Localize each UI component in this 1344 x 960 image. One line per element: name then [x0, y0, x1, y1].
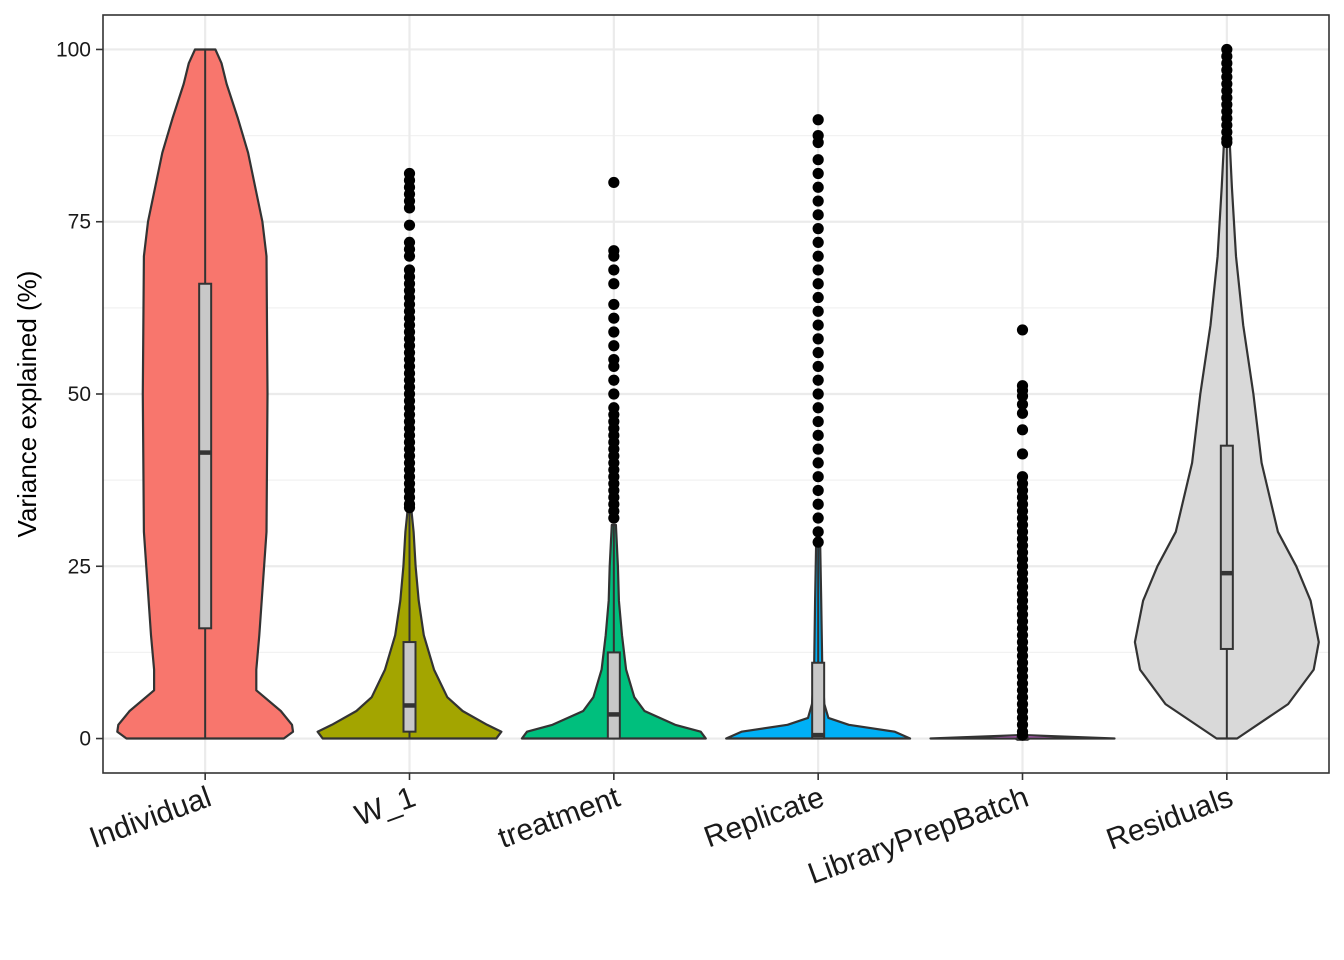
outlier-point [812, 388, 824, 400]
outlier-point [1016, 424, 1029, 436]
outlier-point [812, 484, 824, 497]
outlier-point [812, 264, 824, 276]
outlier-point [1016, 324, 1029, 336]
y-tick-label: 75 [68, 211, 91, 234]
outlier-point [812, 223, 824, 235]
outlier-point [812, 498, 824, 510]
outlier-point [812, 154, 824, 166]
outlier-point [608, 326, 620, 338]
outlier-point [812, 278, 824, 290]
outlier-point [812, 360, 824, 373]
outlier-point [608, 176, 620, 189]
outlier-point [812, 374, 824, 386]
outlier-point [812, 526, 824, 538]
outlier-point [812, 457, 824, 469]
outlier-point [1016, 407, 1029, 419]
outlier-point [812, 471, 824, 483]
outlier-point [812, 129, 824, 142]
outlier-point [403, 264, 416, 276]
outlier-point [1016, 448, 1029, 460]
y-axis-title: Variance explained (%) [12, 271, 42, 538]
box-Residuals [1219, 444, 1234, 650]
outlier-point [812, 402, 824, 414]
box-treatment [606, 651, 621, 740]
y-tick-label: 100 [56, 38, 91, 61]
box-Individual [198, 282, 213, 630]
outlier-point [812, 333, 824, 345]
outlier-point [812, 319, 824, 331]
outlier-point [608, 264, 620, 276]
outlier-point [812, 250, 824, 262]
outlier-point [608, 353, 620, 366]
outlier-point [608, 340, 620, 352]
outlier-point [812, 415, 824, 428]
outlier-point [403, 219, 416, 231]
outlier-point [812, 443, 824, 455]
outlier-point [812, 347, 824, 359]
boxplots [198, 49, 1234, 741]
outlier-point [812, 536, 824, 548]
y-tick-label: 0 [79, 728, 91, 751]
outlier-point [608, 374, 620, 386]
outlier-point [812, 167, 824, 180]
outlier-point [812, 114, 824, 126]
box-Replicate [811, 661, 826, 740]
outlier-point [812, 209, 824, 221]
box-W_1 [402, 641, 417, 733]
outlier-point [812, 291, 824, 304]
outlier-point [608, 402, 620, 414]
outlier-point [1221, 43, 1233, 56]
outlier-point [1016, 471, 1029, 483]
outlier-point [608, 388, 620, 400]
outlier-point [812, 195, 824, 207]
outlier-point [403, 236, 416, 248]
outlier-point [608, 298, 620, 311]
outlier-point [812, 236, 824, 248]
outlier-point [1016, 398, 1029, 410]
outlier-point [812, 181, 824, 193]
outlier-point [1016, 380, 1029, 392]
outliers [403, 43, 1233, 741]
outlier-point [608, 245, 620, 257]
outlier-point [812, 429, 824, 441]
outlier-point [608, 312, 620, 324]
outlier-point [812, 512, 824, 524]
y-tick-label: 50 [68, 383, 91, 406]
outlier-point [812, 305, 824, 317]
y-tick-label: 25 [68, 555, 91, 578]
outlier-point [403, 167, 416, 180]
outlier-point [608, 278, 620, 290]
